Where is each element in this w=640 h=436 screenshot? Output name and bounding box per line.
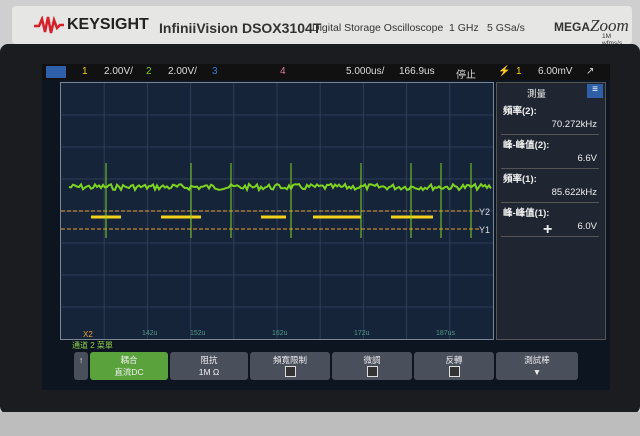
softkey-invert[interactable]: 反轉 xyxy=(414,352,494,380)
timebase[interactable]: 5.000us/ xyxy=(346,66,385,77)
softkey-title: 反轉 xyxy=(445,355,463,365)
y2-cursor-label: Y2 xyxy=(479,207,490,217)
ch1-label[interactable]: 1 xyxy=(82,66,88,77)
bandwidth: 1 GHz xyxy=(449,22,479,34)
megazoom-logo: MEGAZoom xyxy=(554,16,629,36)
softkey-bw-limit[interactable]: 頻寬限制 xyxy=(250,352,330,380)
zoom-text: Zoom xyxy=(590,16,629,35)
ch1-scale[interactable]: 2.00V/ xyxy=(104,66,133,77)
waveform-area: Y2 Y1 X2 xyxy=(61,83,493,339)
softkey-title: 頻寬限制 xyxy=(272,355,307,365)
time-label: 172u xyxy=(354,330,370,337)
measurement-label: 頻率(1): xyxy=(503,174,537,185)
waveform-grid: Y2 Y1 X2 xyxy=(60,82,494,340)
arrow-down-icon: ▼ xyxy=(532,367,542,377)
time-label: 187us xyxy=(436,330,456,337)
time-label: 152u xyxy=(190,330,206,337)
front-panel-header: KEYSIGHT InfiniiVision DSOX3104T Digital… xyxy=(12,6,632,47)
ch3-label[interactable]: 3 xyxy=(212,66,218,77)
measurement-value: 6.6V xyxy=(577,153,597,164)
sample-rate: 5 GSa/s xyxy=(487,22,525,34)
softkey-title: 微調 xyxy=(363,355,381,365)
ch2-waveform xyxy=(68,182,492,193)
measurement-value: 6.0V xyxy=(577,221,597,232)
softkey-probe[interactable]: 測試棒 ▼ xyxy=(496,352,578,380)
ch4-label[interactable]: 4 xyxy=(280,66,286,77)
keysight-logo: KEYSIGHT xyxy=(34,16,149,34)
softkey-title: 耦合 xyxy=(120,355,138,365)
ch2-scale[interactable]: 2.00V/ xyxy=(168,66,197,77)
mega-text: MEGA xyxy=(554,20,590,34)
trigger-icon: ⚡ xyxy=(498,66,511,77)
run-state: 停止 xyxy=(456,70,476,81)
model-name: InfiniiVision DSOX3104T xyxy=(159,20,322,36)
softkey-value: 1M Ω xyxy=(198,367,220,377)
measurement-item[interactable]: 峰-峰值(1): 6.0V xyxy=(501,203,599,237)
measurement-label: 峰-峰值(2): xyxy=(503,140,550,151)
measurement-panel: 測量 ≡ 頻率(2): 70.272kHz 峰-峰值(2): 6.6V 頻率(1):… xyxy=(496,82,606,340)
add-measurement-button[interactable]: + xyxy=(543,221,553,238)
checkbox[interactable] xyxy=(366,366,378,377)
time-label: 162u xyxy=(272,330,288,337)
panel-menu-icon[interactable]: ≡ xyxy=(587,84,603,98)
time-label: 142u xyxy=(142,330,158,337)
x2-cursor-label: X2 xyxy=(83,330,93,339)
softkey-title: 阻抗 xyxy=(200,355,218,365)
softkey-coupling[interactable]: 耦合直流DC xyxy=(90,352,168,380)
trigger-slope-icon: ↗ xyxy=(586,66,595,77)
trigger-source[interactable]: 1 xyxy=(516,66,522,77)
status-bar: 1 2.00V/ 2 2.00V/ 3 4 5.000us/ 166.9us 停… xyxy=(42,64,610,81)
measurement-item[interactable]: 頻率(2): 70.272kHz xyxy=(501,101,599,135)
ch2-label[interactable]: 2 xyxy=(146,66,152,77)
main-menu-icon[interactable] xyxy=(46,66,66,78)
measurement-item[interactable]: 頻率(1): 85.622kHz xyxy=(501,169,599,203)
measurement-item[interactable]: 峰-峰值(2): 6.6V xyxy=(501,135,599,169)
keysight-wave-icon xyxy=(34,16,64,34)
softkey-fine[interactable]: 微調 xyxy=(332,352,412,380)
brand-name: KEYSIGHT xyxy=(67,16,149,33)
measurement-label: 峰-峰值(1): xyxy=(503,208,550,219)
softkey-bar: ↑ 耦合直流DC 阻抗 1M Ω 頻寬限制 微調 反轉 測試棒 ▼ xyxy=(74,352,584,382)
softkey-value: 直流DC xyxy=(114,367,144,377)
measurement-value: 85.622kHz xyxy=(551,187,597,198)
model-description: Digital Storage Oscilloscope xyxy=(312,22,444,34)
measurement-title: 測量 xyxy=(527,89,547,100)
checkbox[interactable] xyxy=(284,366,296,377)
measurement-value: 70.272kHz xyxy=(551,119,597,130)
y1-cursor-label: Y1 xyxy=(479,225,490,235)
checkbox[interactable] xyxy=(448,366,460,377)
trigger-level[interactable]: 6.00mV xyxy=(538,66,573,77)
scope-display: 1 2.00V/ 2 2.00V/ 3 4 5.000us/ 166.9us 停… xyxy=(42,64,610,390)
measurement-label: 頻率(2): xyxy=(503,106,537,117)
back-button[interactable]: ↑ xyxy=(74,352,88,380)
wfms-text: 1M wfms/s xyxy=(602,33,622,47)
softkey-title: 測試棒 xyxy=(524,355,550,365)
softkey-impedance[interactable]: 阻抗 1M Ω xyxy=(170,352,248,380)
horizontal-delay[interactable]: 166.9us xyxy=(399,66,435,77)
softkey-menu-title: 通道 2 菜單 xyxy=(72,341,113,350)
front-panel-bottom xyxy=(0,412,640,436)
